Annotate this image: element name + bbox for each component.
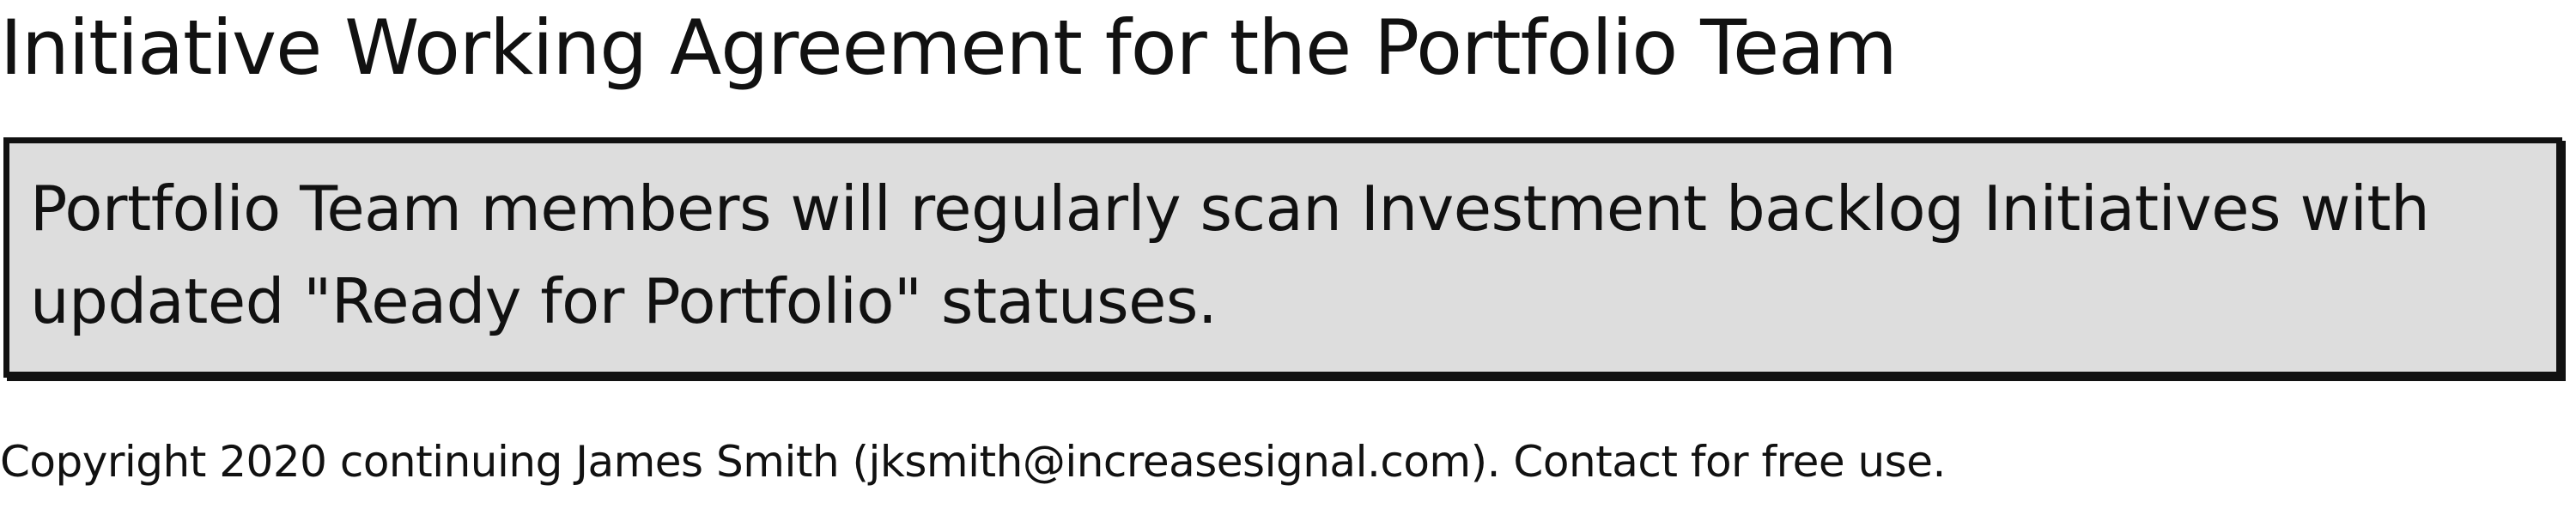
page-title: Initiative Working Agreement for the Por… — [0, 3, 1898, 92]
copyright-footer: Copyright 2020 continuing James Smith (j… — [0, 437, 1946, 487]
agreement-note-box: Portfolio Team members will regularly sc… — [3, 137, 2562, 378]
agreement-note-text: Portfolio Team members will regularly sc… — [30, 173, 2430, 337]
